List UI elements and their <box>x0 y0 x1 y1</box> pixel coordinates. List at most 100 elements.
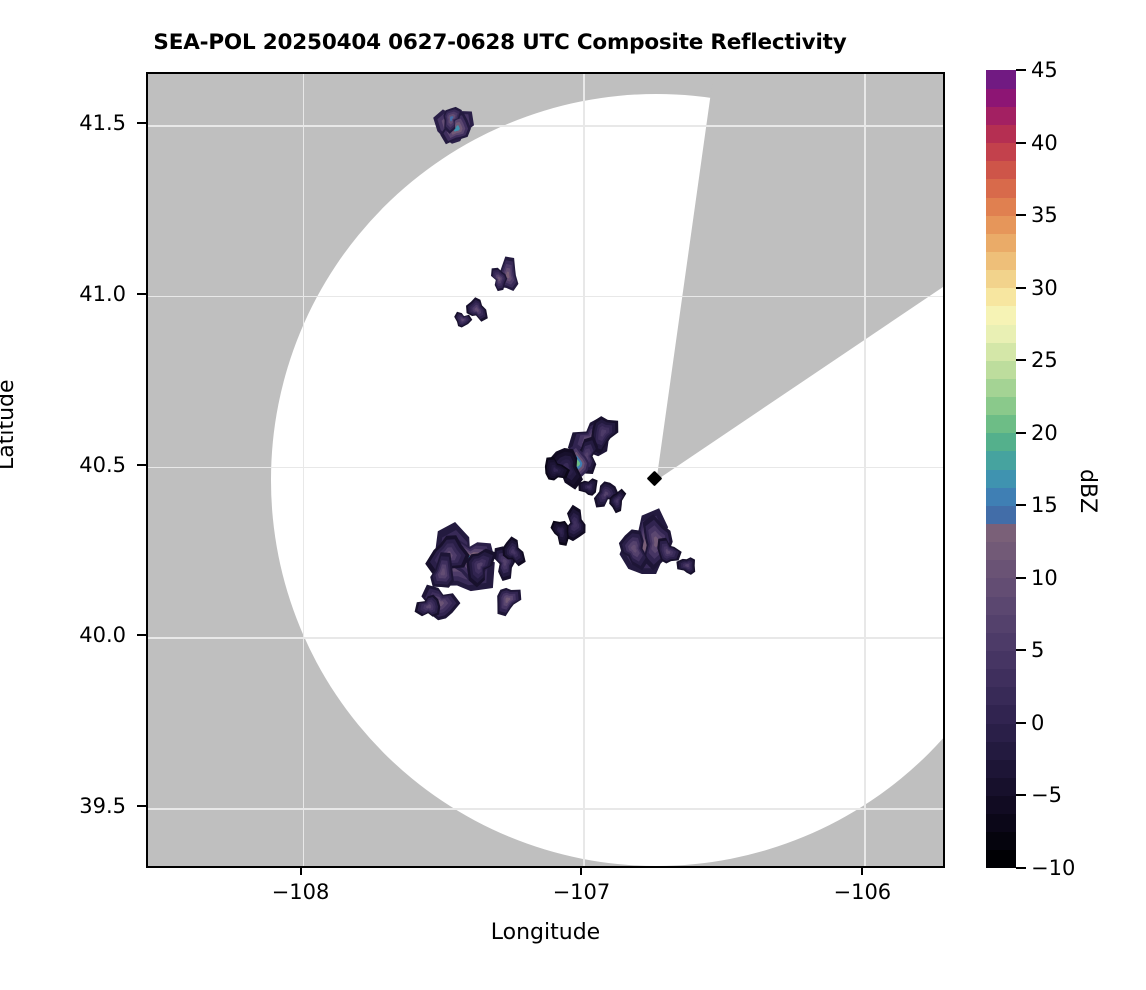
colorbar-band <box>986 813 1016 833</box>
echo-cell <box>550 520 569 546</box>
colorbar-tick-mark <box>1016 794 1026 797</box>
echo-cell <box>565 504 586 542</box>
colorbar-band <box>986 541 1016 561</box>
gridline-horizontal <box>148 637 943 639</box>
gridline-vertical <box>864 74 866 866</box>
colorbar-band <box>986 88 1016 107</box>
echo-cell <box>657 537 682 564</box>
colorbar-tick-mark <box>1016 721 1026 724</box>
colorbar-tick-mark <box>1016 69 1026 71</box>
echo-cell <box>502 536 526 567</box>
echo-cell <box>609 488 627 514</box>
colorbar-band <box>986 614 1016 633</box>
y-tick-label: 41.5 <box>79 111 126 136</box>
colorbar-tick-label: −10 <box>1031 856 1076 880</box>
x-tick-label: −106 <box>833 880 892 904</box>
colorbar-band <box>986 632 1016 651</box>
x-tick-mark <box>861 866 864 875</box>
colorbar-band <box>986 795 1016 815</box>
colorbar-band <box>986 849 1016 868</box>
colorbar-band <box>986 360 1016 379</box>
y-tick-label: 40.5 <box>79 452 126 477</box>
colorbar-tick-mark <box>1016 504 1026 507</box>
echo-cell <box>544 456 570 481</box>
echo-cell <box>414 594 441 617</box>
colorbar-band <box>986 287 1016 307</box>
x-axis: −108 −107 −106 <box>0 866 1146 956</box>
colorbar-band <box>986 450 1016 470</box>
colorbar-band <box>986 777 1016 797</box>
y-tick-mark <box>137 804 146 807</box>
echo-cell <box>618 529 649 571</box>
colorbar-band <box>986 305 1016 325</box>
colorbar-band <box>986 342 1016 361</box>
colorbar-tick-mark <box>1016 867 1026 869</box>
colorbar-band <box>986 523 1016 543</box>
colorbar-band <box>986 160 1016 180</box>
colorbar-tick-label: 35 <box>1031 203 1058 228</box>
colorbar-band <box>986 142 1016 162</box>
colorbar-band <box>986 196 1016 216</box>
gridline-vertical <box>302 74 305 866</box>
echo-cell <box>440 112 471 145</box>
colorbar-band <box>986 269 1016 289</box>
y-tick-label: 41.0 <box>79 281 126 306</box>
colorbar-band <box>986 106 1016 125</box>
colorbar-band <box>986 378 1016 398</box>
colorbar-tick-label: 20 <box>1031 420 1058 445</box>
colorbar-band <box>986 323 1016 343</box>
echo-cell <box>497 587 522 617</box>
colorbar[interactable] <box>986 70 1016 868</box>
colorbar-band <box>986 722 1016 742</box>
colorbar-band <box>986 759 1016 778</box>
echo-cell <box>491 267 508 292</box>
colorbar-band <box>986 414 1016 434</box>
y-tick-label: 40.0 <box>79 623 126 648</box>
y-axis: 41.5 41.0 40.5 40.0 39.5 <box>0 0 146 990</box>
echo-cell <box>578 478 598 496</box>
y-tick-mark <box>137 463 146 466</box>
x-tick-label: −108 <box>271 880 330 904</box>
colorbar-tick-label: −5 <box>1031 783 1062 808</box>
colorbar-label: dBZ <box>1075 469 1100 514</box>
y-tick-label: 39.5 <box>79 793 126 818</box>
echo-cell <box>454 311 473 328</box>
colorbar-tick-label: 10 <box>1031 565 1058 590</box>
echo-cell <box>443 106 462 134</box>
gridline-horizontal <box>148 807 943 810</box>
x-tick-mark <box>299 866 302 875</box>
colorbar-band <box>986 251 1016 271</box>
echo-cell <box>676 557 696 575</box>
echo-cell <box>466 297 488 322</box>
colorbar-band <box>986 233 1016 252</box>
x-tick-mark <box>580 866 583 875</box>
colorbar-band <box>986 396 1016 416</box>
x-axis-label: Longitude <box>490 920 601 945</box>
colorbar-tick-mark <box>1016 214 1026 217</box>
colorbar-band <box>986 686 1016 706</box>
colorbar-tick-label: 25 <box>1031 348 1058 373</box>
x-tick-label: −107 <box>552 880 611 904</box>
colorbar-tick-mark <box>1016 431 1026 434</box>
colorbar-tick-mark <box>1016 359 1026 362</box>
colorbar-tick-label: 30 <box>1031 275 1058 300</box>
colorbar-band <box>986 469 1016 488</box>
reflectivity-echo-layer <box>414 106 696 621</box>
echo-cell <box>430 552 454 588</box>
colorbar-tick-label: 45 <box>1031 58 1058 82</box>
colorbar-tick-label: 0 <box>1031 710 1045 735</box>
colorbar-band <box>986 668 1016 688</box>
y-tick-mark <box>137 292 146 295</box>
colorbar-band <box>986 831 1016 851</box>
colorbar-band <box>986 178 1016 198</box>
echo-cell <box>466 548 497 588</box>
colorbar-tick-mark <box>1016 576 1026 579</box>
colorbar-band <box>986 577 1016 597</box>
y-axis-label: Latitude <box>0 379 19 470</box>
map-panel[interactable] <box>146 72 945 868</box>
y-tick-mark <box>137 634 146 637</box>
colorbar-band <box>986 741 1016 760</box>
colorbar-band <box>986 704 1016 724</box>
colorbar-band <box>986 650 1016 670</box>
colorbar-tick-mark <box>1016 649 1026 652</box>
